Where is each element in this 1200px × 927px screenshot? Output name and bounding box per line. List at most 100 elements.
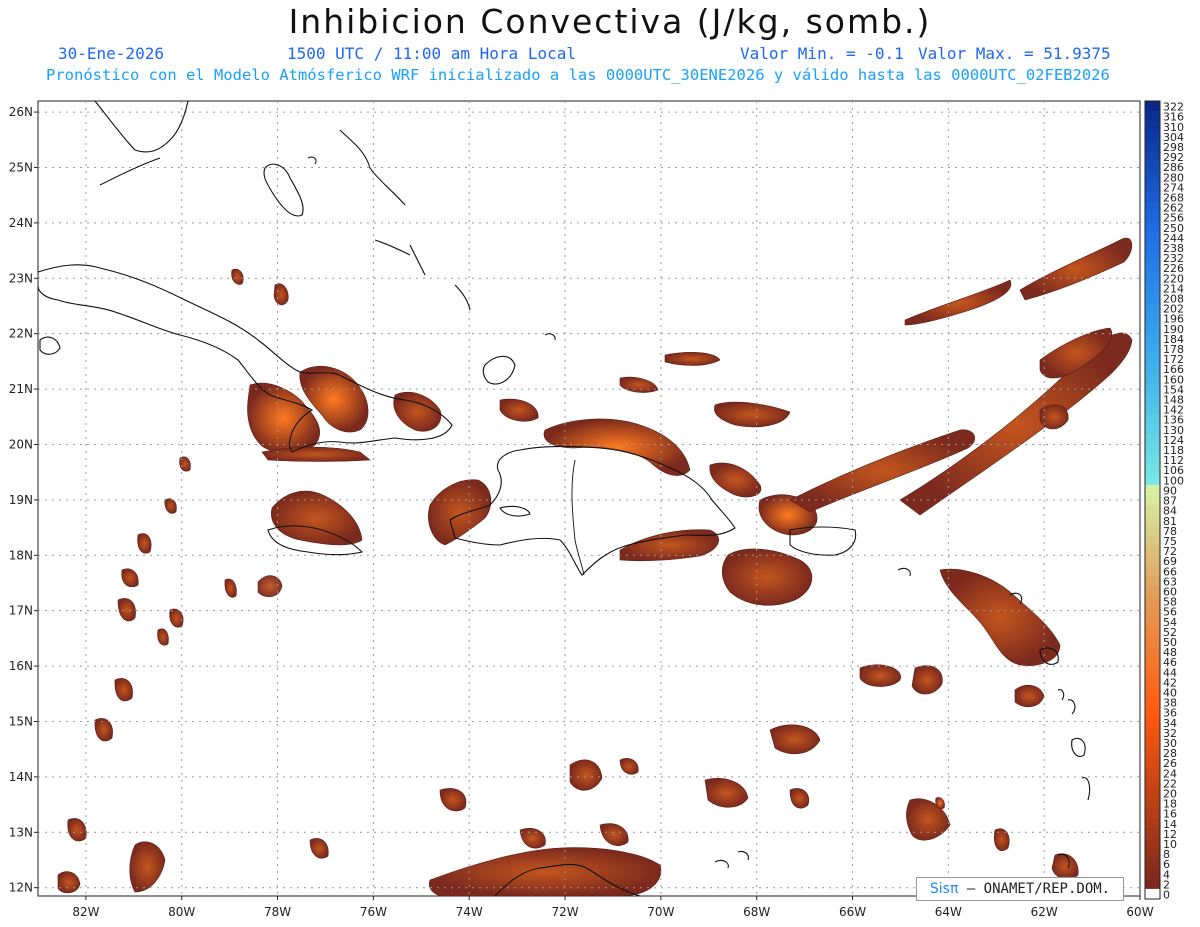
colorbar-swatch <box>1145 707 1160 718</box>
colorbar-label: 274 <box>1163 181 1184 194</box>
colorbar-label: 262 <box>1163 202 1184 215</box>
field-blob <box>439 788 467 812</box>
coastline-st-vincent <box>1081 776 1091 801</box>
colorbar-label: 268 <box>1163 192 1184 205</box>
colorbar-label: 124 <box>1163 434 1184 447</box>
colorbar-swatch <box>1145 545 1160 556</box>
colorbar-label: 154 <box>1163 383 1184 396</box>
field-blob <box>137 533 152 554</box>
coastline-bahamas-exuma <box>409 244 426 276</box>
colorbar-swatch <box>1145 161 1160 173</box>
colorbar-label: 44 <box>1163 666 1177 679</box>
colorbar-swatch <box>1145 585 1160 597</box>
lat-tick-label: 19N <box>9 493 33 507</box>
coastline-martinique <box>1067 699 1076 715</box>
colorbar-swatch <box>1145 252 1160 263</box>
colorbar-swatch <box>1145 272 1160 284</box>
coastline-jamaica <box>267 525 364 556</box>
field-blob <box>261 446 371 462</box>
field-blob <box>129 841 166 893</box>
lat-tick-label: 18N <box>9 548 33 562</box>
colorbar-label: 178 <box>1163 343 1184 356</box>
colorbar-swatch <box>1145 484 1160 496</box>
colorbar-swatch <box>1145 767 1160 779</box>
field-blob <box>904 279 1012 326</box>
colorbar-swatch <box>1145 535 1160 546</box>
lon-tick-label: 62W <box>1031 905 1058 919</box>
colorbar-swatch <box>1145 747 1160 758</box>
lon-tick-label: 72W <box>551 905 578 919</box>
colorbar-swatch <box>1145 515 1160 526</box>
colorbar-swatch <box>1145 323 1160 334</box>
coastline-florida-keys <box>99 157 161 186</box>
colorbar-swatch <box>1145 444 1160 455</box>
colorbar-label: 322 <box>1163 101 1184 114</box>
colorbar-label: 8 <box>1163 848 1170 861</box>
colorbar-label: 75 <box>1163 535 1177 548</box>
colorbar-swatch <box>1145 818 1160 829</box>
colorbar-swatch <box>1145 626 1160 637</box>
colorbar-swatch <box>1145 565 1160 577</box>
lat-tick-label: 13N <box>9 825 33 839</box>
colorbar-label: 208 <box>1163 293 1184 306</box>
coastline-dominica <box>1057 689 1065 701</box>
coastline-cuba <box>37 264 453 453</box>
colorbar-label: 244 <box>1163 232 1184 245</box>
colorbar-swatch <box>1145 333 1160 344</box>
field-blob <box>935 797 945 809</box>
min-value: Valor Min. = -0.1 <box>740 44 904 63</box>
colorbar-label: 60 <box>1163 585 1177 598</box>
colorbar-swatch <box>1145 757 1160 768</box>
field-blob <box>619 529 719 562</box>
colorbar-label: 84 <box>1163 505 1177 518</box>
colorbar-label: 6 <box>1163 858 1170 871</box>
field-blob <box>1051 853 1079 880</box>
lat-tick-label: 16N <box>9 659 33 673</box>
coastline-bahamas-long <box>374 239 411 256</box>
colorbar-label: 142 <box>1163 404 1184 417</box>
colorbar-swatch <box>1145 383 1160 395</box>
field-blob <box>271 490 363 546</box>
colorbar-swatch <box>1145 575 1160 587</box>
colorbar-swatch <box>1145 797 1160 809</box>
colorbar-label: 238 <box>1163 242 1184 255</box>
colorbar-swatch <box>1145 686 1160 698</box>
field-blob <box>994 828 1010 851</box>
lon-tick-label: 60W <box>1126 905 1153 919</box>
colorbar-label: 286 <box>1163 161 1184 174</box>
colorbar-label: 42 <box>1163 676 1177 689</box>
coastline-st-lucia <box>1071 737 1086 758</box>
coastline-virgin-islands <box>897 567 911 577</box>
colorbar-swatch <box>1145 101 1160 112</box>
max-value: Valor Max. = 51.9375 <box>918 44 1111 63</box>
colorbar-swatch <box>1145 828 1160 839</box>
colorbar-swatch <box>1145 292 1160 304</box>
colorbar-swatch <box>1145 303 1160 314</box>
colorbar-swatch <box>1145 191 1160 203</box>
colorbar-swatch <box>1145 777 1160 789</box>
field-blob <box>224 578 237 598</box>
colorbar-label: 148 <box>1163 394 1184 407</box>
coastline-bahamas-island <box>307 156 317 165</box>
lon-tick-label: 66W <box>839 905 866 919</box>
credit-text: – ONAMET/REP.DOM. <box>958 881 1111 897</box>
colorbar-swatch <box>1145 353 1160 364</box>
colorbar-label: 87 <box>1163 495 1177 508</box>
field-blob <box>1019 237 1133 301</box>
field-blob <box>769 724 821 755</box>
colorbar-swatch <box>1145 313 1160 324</box>
lat-tick-label: 21N <box>9 382 33 396</box>
colorbar-swatch <box>1145 282 1160 294</box>
colorbar-swatch <box>1145 555 1160 566</box>
colorbar-swatch <box>1145 848 1160 859</box>
colorbar-swatch <box>1145 717 1160 728</box>
field-blob <box>939 568 1061 666</box>
colorbar-label: 316 <box>1163 111 1184 124</box>
colorbar-label: 28 <box>1163 747 1177 760</box>
colorbar-label: 72 <box>1163 545 1177 558</box>
lat-tick-label: 23N <box>9 271 33 285</box>
colorbar-label: 90 <box>1163 484 1177 497</box>
credit-brand: Sisπ <box>929 881 959 897</box>
colorbar-label: 46 <box>1163 656 1177 669</box>
